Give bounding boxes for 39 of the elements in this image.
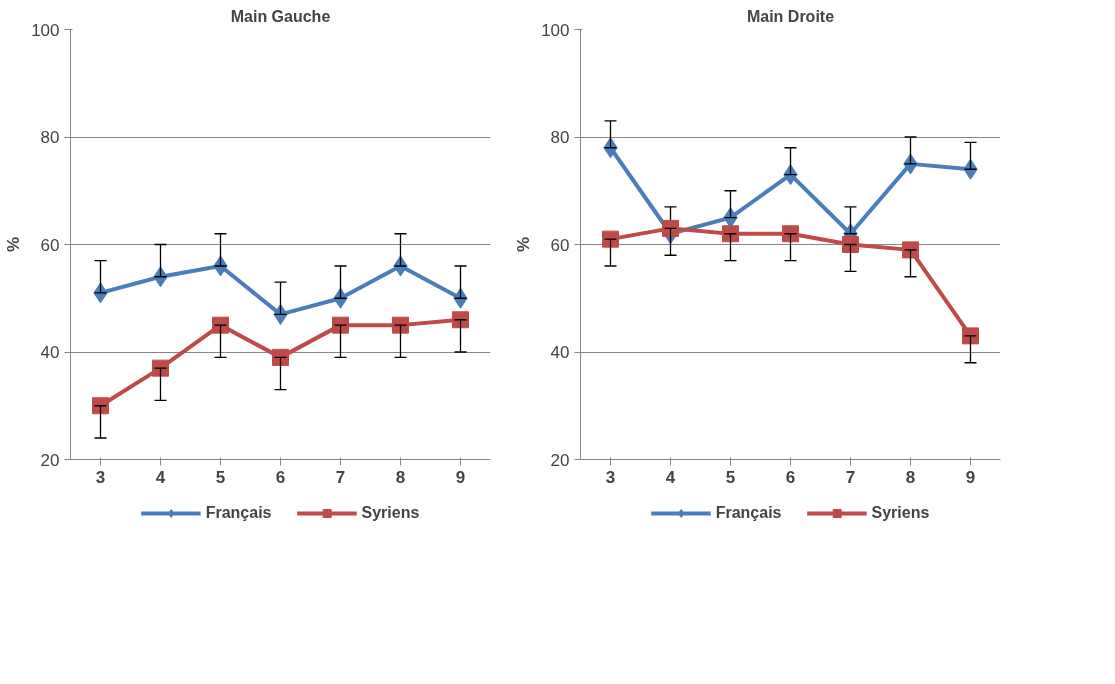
x-tick-label: 8	[905, 467, 916, 487]
x-tick-label: 6	[275, 467, 286, 487]
point	[782, 225, 799, 243]
x-tick-label: 9	[455, 467, 466, 487]
x-tick-label: 4	[665, 467, 676, 487]
legend-label: Français	[205, 503, 272, 522]
legend-label: Syriens	[361, 503, 420, 522]
legend-label: Français	[715, 503, 782, 522]
x-tick-label: 5	[215, 467, 226, 487]
x-tick-label: 7	[845, 467, 856, 487]
y-tick-label: 60	[40, 235, 60, 255]
y-tick-label: 20	[40, 450, 60, 470]
point	[92, 397, 109, 415]
chart-title: Main Droite	[746, 7, 835, 25]
point	[722, 225, 739, 243]
y-tick-label: 100	[31, 20, 60, 40]
point	[452, 311, 469, 329]
x-tick-label: 5	[725, 467, 736, 487]
y-tick-label: 40	[550, 343, 570, 362]
y-tick-label: 40	[40, 343, 60, 362]
y-tick-label: 20	[550, 450, 570, 470]
legend-label: Syriens	[871, 503, 930, 522]
x-tick-label: 3	[605, 467, 616, 487]
x-tick-label: 7	[335, 467, 346, 487]
y-tick-label: 80	[40, 128, 60, 147]
point	[272, 348, 289, 366]
point	[842, 236, 859, 253]
x-tick-label: 6	[785, 467, 796, 487]
x-tick-label: 3	[95, 467, 106, 487]
y-tick-label: 60	[550, 235, 570, 255]
chart-title: Main Gauche	[230, 7, 331, 25]
y-tick-label: 100	[541, 20, 570, 40]
x-tick-label: 4	[155, 467, 166, 487]
x-tick-label: 8	[395, 467, 406, 487]
y-axis-title: %	[4, 236, 24, 253]
x-tick-label: 9	[965, 467, 976, 487]
point	[662, 219, 679, 237]
y-axis-title: %	[514, 236, 534, 253]
y-tick-label: 80	[550, 128, 570, 147]
